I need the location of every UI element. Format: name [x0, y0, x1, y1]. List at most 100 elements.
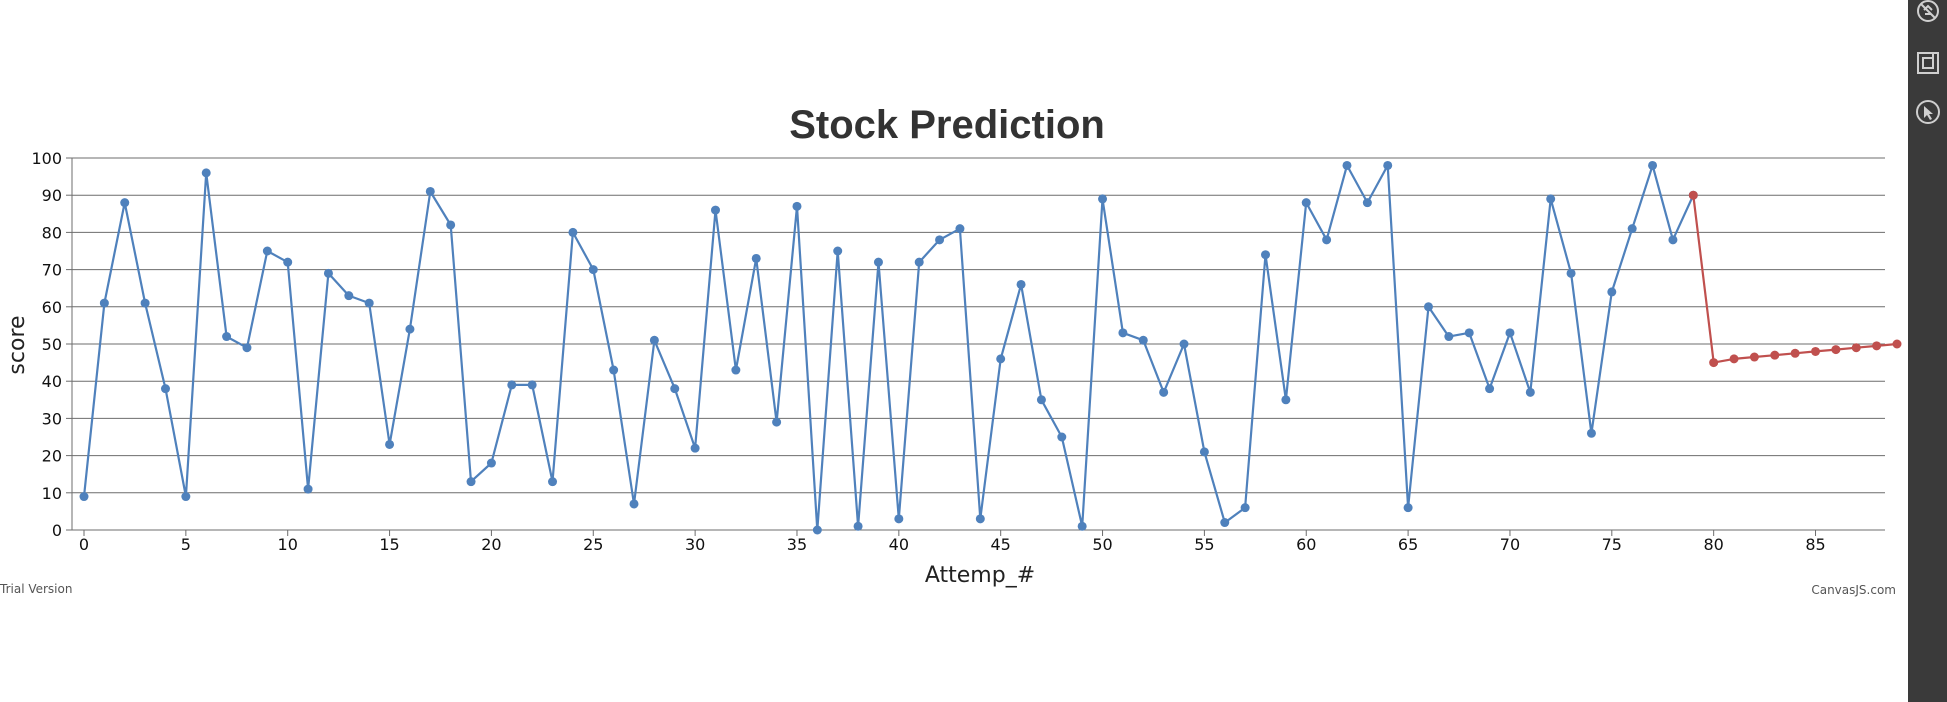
series-0-point-21	[507, 380, 517, 390]
y-tick-label-30: 30	[42, 409, 62, 428]
line-chart: Stock Prediction 0102030405060708090100 …	[0, 103, 1902, 597]
series-0-point-71	[1525, 387, 1535, 397]
cursor-icon[interactable]	[1915, 99, 1941, 125]
series-0-point-0	[79, 492, 89, 502]
series-0-point-4	[160, 384, 170, 394]
series-1-point-79	[1688, 190, 1698, 200]
series-0-point-23	[548, 477, 558, 487]
x-tick-label-55: 55	[1194, 535, 1214, 554]
image-settings-icon[interactable]	[1915, 0, 1941, 26]
y-tick-labels: 0 10 20 30 40 50 60 70 80 90 100	[31, 149, 62, 540]
series-0-point-2	[120, 198, 130, 208]
y-tick-label-60: 60	[42, 298, 62, 317]
series-0-point-15	[385, 439, 395, 449]
series-1-point-82	[1749, 352, 1759, 362]
series-0-point-74	[1586, 428, 1596, 438]
crop-icon[interactable]	[1915, 50, 1941, 76]
series-0-point-19	[466, 477, 476, 487]
series-0-point-1	[99, 298, 109, 308]
trial-version-label: Trial Version	[0, 582, 72, 596]
series-0-point-41	[914, 257, 924, 267]
series-0-point-17	[425, 186, 435, 196]
series-0-point-60	[1301, 198, 1311, 208]
x-tick-label-65: 65	[1398, 535, 1418, 554]
series-0-point-3	[140, 298, 150, 308]
side-toolbar	[1908, 0, 1947, 702]
x-tick-label-40: 40	[889, 535, 909, 554]
grid-lines	[72, 157, 1885, 531]
x-tick-label-25: 25	[583, 535, 603, 554]
series-0-point-7	[222, 332, 232, 342]
series-0-point-55	[1199, 447, 1209, 457]
canvasjs-credit-link[interactable]: CanvasJS.com	[1811, 583, 1896, 597]
y-tick-label-70: 70	[42, 261, 62, 280]
series-0-point-32	[731, 365, 741, 375]
series-0-point-29	[670, 384, 680, 394]
series-0-point-65	[1403, 503, 1413, 513]
y-tick-label-90: 90	[42, 186, 62, 205]
series-0-point-28	[649, 335, 659, 345]
series-0-point-39	[873, 257, 883, 267]
series-0-point-57	[1240, 503, 1250, 513]
x-tick-label-85: 85	[1805, 535, 1825, 554]
series-0-point-10	[283, 257, 293, 267]
x-tick-label-45: 45	[991, 535, 1011, 554]
series-0-point-12	[323, 268, 333, 278]
series-0-point-36	[812, 525, 822, 535]
series-0-point-5	[181, 492, 191, 502]
series-0-point-6	[201, 168, 211, 178]
series-0-point-62	[1342, 160, 1352, 170]
series-1-point-89	[1892, 339, 1902, 349]
x-tick-label-50: 50	[1092, 535, 1112, 554]
series-0-point-50	[1098, 194, 1108, 204]
series-1-point-81	[1729, 354, 1739, 364]
series-0-point-33	[751, 253, 761, 263]
series-0-point-58	[1261, 250, 1271, 260]
x-tick-labels: 0 5 10 15 20 25 30 35 40 45 50 55 60 65 70 75 80 85	[79, 535, 1826, 554]
series-0-point-77	[1648, 160, 1658, 170]
x-tick-label-0: 0	[79, 535, 89, 554]
axes	[66, 157, 1885, 536]
series-1-point-86	[1831, 345, 1841, 355]
x-axis-title: Attemp_#	[925, 563, 1035, 588]
series-0-point-66	[1423, 302, 1433, 312]
series-1-point-83	[1770, 350, 1780, 360]
x-tick-label-15: 15	[379, 535, 399, 554]
series-0-point-40	[894, 514, 904, 524]
series-0-point-54	[1179, 339, 1189, 349]
series-0-line	[82, 164, 1695, 532]
series-1-point-84	[1790, 348, 1800, 358]
x-tick-label-75: 75	[1602, 535, 1622, 554]
series-0-point-68	[1464, 328, 1474, 338]
series-0-point-70	[1505, 328, 1515, 338]
series-0-point-45	[996, 354, 1006, 364]
series-0-point-16	[405, 324, 415, 334]
series-0-point-46	[1016, 279, 1026, 289]
y-tick-label-50: 50	[42, 335, 62, 354]
y-tick-label-80: 80	[42, 223, 62, 242]
x-tick-label-5: 5	[181, 535, 191, 554]
series-0-point-75	[1607, 287, 1617, 297]
series-0-point-38	[853, 521, 863, 531]
chart-title: Stock Prediction	[789, 103, 1105, 147]
x-tick-label-10: 10	[278, 535, 298, 554]
y-tick-label-100: 100	[31, 149, 62, 168]
x-tick-label-20: 20	[481, 535, 501, 554]
series-0-point-78	[1668, 235, 1678, 245]
series-1-point-88	[1872, 341, 1882, 351]
data-series	[79, 160, 1902, 535]
series-0-point-14	[364, 298, 374, 308]
series-0-point-53	[1159, 387, 1169, 397]
series-0-point-18	[446, 220, 456, 230]
series-0-point-27	[629, 499, 639, 509]
series-0-point-42	[935, 235, 945, 245]
series-0-point-56	[1220, 518, 1230, 528]
series-0-point-48	[1057, 432, 1067, 442]
series-0-point-72	[1546, 194, 1556, 204]
series-0-point-61	[1322, 235, 1332, 245]
series-0-point-49	[1077, 521, 1087, 531]
series-0-point-35	[792, 201, 802, 211]
series-0-point-11	[303, 484, 313, 494]
series-0-point-52	[1138, 335, 1148, 345]
series-0-point-51	[1118, 328, 1128, 338]
